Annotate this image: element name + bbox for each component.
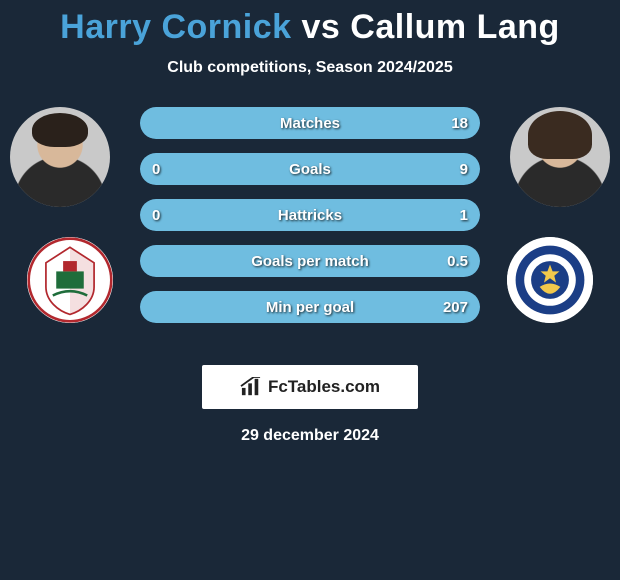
stat-row: 0Hattricks1 [140, 199, 480, 231]
stat-label: Goals [140, 153, 480, 185]
comparison-content: Matches18 0Goals9 0Hattricks1 Goals per mat… [0, 107, 620, 357]
face-icon [10, 107, 110, 207]
player1-club-crest [27, 237, 113, 323]
stat-right-value: 18 [451, 107, 468, 139]
stat-label: Hattricks [140, 199, 480, 231]
player2-club-crest [507, 237, 593, 323]
chart-icon [240, 377, 262, 397]
player1-name: Harry Cornick [60, 8, 291, 46]
crest-icon [507, 237, 593, 323]
stat-label: Goals per match [140, 245, 480, 277]
stat-right-value: 1 [460, 199, 468, 231]
branding-badge: FcTables.com [202, 365, 418, 409]
player1-avatar [10, 107, 110, 207]
player2-name: Callum Lang [350, 8, 560, 46]
stat-row: 0Goals9 [140, 153, 480, 185]
stat-row: Goals per match0.5 [140, 245, 480, 277]
stat-bars: Matches18 0Goals9 0Hattricks1 Goals per mat… [140, 107, 480, 337]
stat-right-value: 9 [460, 153, 468, 185]
page-title: Harry Cornick vs Callum Lang [0, 0, 620, 47]
stat-right-value: 207 [443, 291, 468, 323]
crest-icon [27, 237, 113, 323]
stat-label: Matches [140, 107, 480, 139]
player2-avatar [510, 107, 610, 207]
vs-text: vs [302, 8, 341, 46]
stat-right-value: 0.5 [447, 245, 468, 277]
branding-text: FcTables.com [268, 377, 380, 397]
stat-row: Min per goal207 [140, 291, 480, 323]
footer-date: 29 december 2024 [0, 427, 620, 445]
subtitle: Club competitions, Season 2024/2025 [0, 59, 620, 77]
face-icon [510, 107, 610, 207]
stat-row: Matches18 [140, 107, 480, 139]
stat-label: Min per goal [140, 291, 480, 323]
